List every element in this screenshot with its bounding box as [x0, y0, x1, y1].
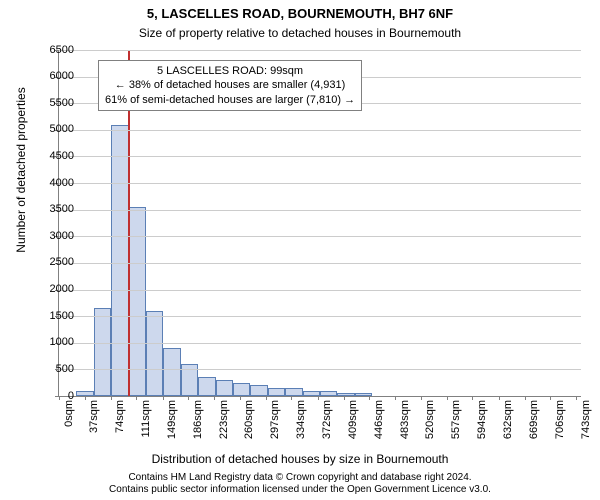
histogram-bar [285, 388, 302, 396]
xtick-label: 297sqm [270, 400, 281, 440]
annotation-line1: 5 LASCELLES ROAD: 99sqm [105, 64, 355, 78]
xtick-label: 557sqm [451, 400, 462, 440]
chart-title-line1: 5, LASCELLES ROAD, BOURNEMOUTH, BH7 6NF [0, 6, 600, 21]
y-axis-label: Number of detached properties [14, 20, 28, 320]
xtick-mark [550, 396, 551, 400]
xtick-mark [318, 396, 319, 400]
xtick-mark [111, 396, 112, 400]
xtick-mark [214, 396, 215, 400]
xtick-label: 334sqm [296, 400, 307, 440]
xtick-label: 483sqm [400, 400, 411, 440]
ytick-label: 5000 [34, 124, 74, 135]
gridline [59, 263, 581, 264]
xtick-mark [188, 396, 189, 400]
histogram-bar [111, 125, 128, 396]
xtick-label: 409sqm [348, 400, 359, 440]
gridline [59, 236, 581, 237]
histogram-bar [320, 391, 337, 396]
xtick-label: 74sqm [115, 400, 126, 440]
ytick-label: 4000 [34, 178, 74, 189]
histogram-bar [250, 385, 267, 396]
xtick-label: 0sqm [64, 400, 75, 440]
property-size-histogram: 5, LASCELLES ROAD, BOURNEMOUTH, BH7 6NF … [0, 0, 600, 500]
attribution-line1: Contains HM Land Registry data © Crown c… [0, 472, 600, 484]
xtick-label: 372sqm [322, 400, 333, 440]
xtick-mark [421, 396, 422, 400]
attribution-line2: Contains public sector information licen… [0, 484, 600, 496]
xtick-label: 594sqm [477, 400, 488, 440]
xtick-mark [240, 396, 241, 400]
xtick-mark [499, 396, 500, 400]
histogram-bar [216, 380, 233, 396]
xtick-mark [266, 396, 267, 400]
xtick-label: 260sqm [244, 400, 255, 440]
ytick-label: 3500 [34, 204, 74, 215]
xtick-label: 632sqm [503, 400, 514, 440]
histogram-bar [337, 393, 354, 396]
gridline [59, 130, 581, 131]
gridline [59, 290, 581, 291]
xtick-mark [576, 396, 577, 400]
gridline [59, 369, 581, 370]
xtick-label: 186sqm [193, 400, 204, 440]
xtick-mark [344, 396, 345, 400]
histogram-bar [233, 383, 250, 396]
annotation-line3: 61% of semi-detached houses are larger (… [105, 93, 355, 107]
xtick-label: 111sqm [141, 400, 152, 440]
xtick-label: 37sqm [89, 400, 100, 440]
histogram-bar [268, 388, 285, 396]
ytick-label: 3000 [34, 231, 74, 242]
xtick-mark [85, 396, 86, 400]
gridline [59, 156, 581, 157]
xtick-mark [525, 396, 526, 400]
ytick-label: 5500 [34, 98, 74, 109]
ytick-label: 6500 [34, 45, 74, 56]
xtick-label: 223sqm [219, 400, 230, 440]
xtick-mark [395, 396, 396, 400]
annotation-line2: ← 38% of detached houses are smaller (4,… [105, 78, 355, 92]
gridline [59, 210, 581, 211]
xtick-mark [472, 396, 473, 400]
ytick-label: 4500 [34, 151, 74, 162]
xtick-mark [447, 396, 448, 400]
xtick-label: 743sqm [581, 400, 592, 440]
histogram-bar [198, 377, 215, 396]
ytick-label: 1000 [34, 337, 74, 348]
gridline [59, 343, 581, 344]
annotation-box: 5 LASCELLES ROAD: 99sqm ← 38% of detache… [98, 60, 362, 111]
xtick-label: 446sqm [374, 400, 385, 440]
xtick-mark [291, 396, 292, 400]
xtick-label: 706sqm [555, 400, 566, 440]
ytick-label: 2000 [34, 284, 74, 295]
x-axis-label: Distribution of detached houses by size … [0, 452, 600, 466]
histogram-bar [146, 311, 163, 396]
ytick-label: 2500 [34, 257, 74, 268]
xtick-mark [163, 396, 164, 400]
ytick-label: 500 [34, 364, 74, 375]
chart-title-line2: Size of property relative to detached ho… [0, 26, 600, 40]
gridline [59, 316, 581, 317]
gridline [59, 183, 581, 184]
gridline [59, 50, 581, 51]
xtick-label: 149sqm [167, 400, 178, 440]
xtick-label: 520sqm [425, 400, 436, 440]
attribution-text: Contains HM Land Registry data © Crown c… [0, 472, 600, 496]
xtick-mark [136, 396, 137, 400]
ytick-label: 6000 [34, 71, 74, 82]
ytick-label: 1500 [34, 311, 74, 322]
histogram-bar [94, 308, 111, 396]
histogram-bar [163, 348, 180, 396]
xtick-label: 669sqm [529, 400, 540, 440]
xtick-mark [369, 396, 370, 400]
